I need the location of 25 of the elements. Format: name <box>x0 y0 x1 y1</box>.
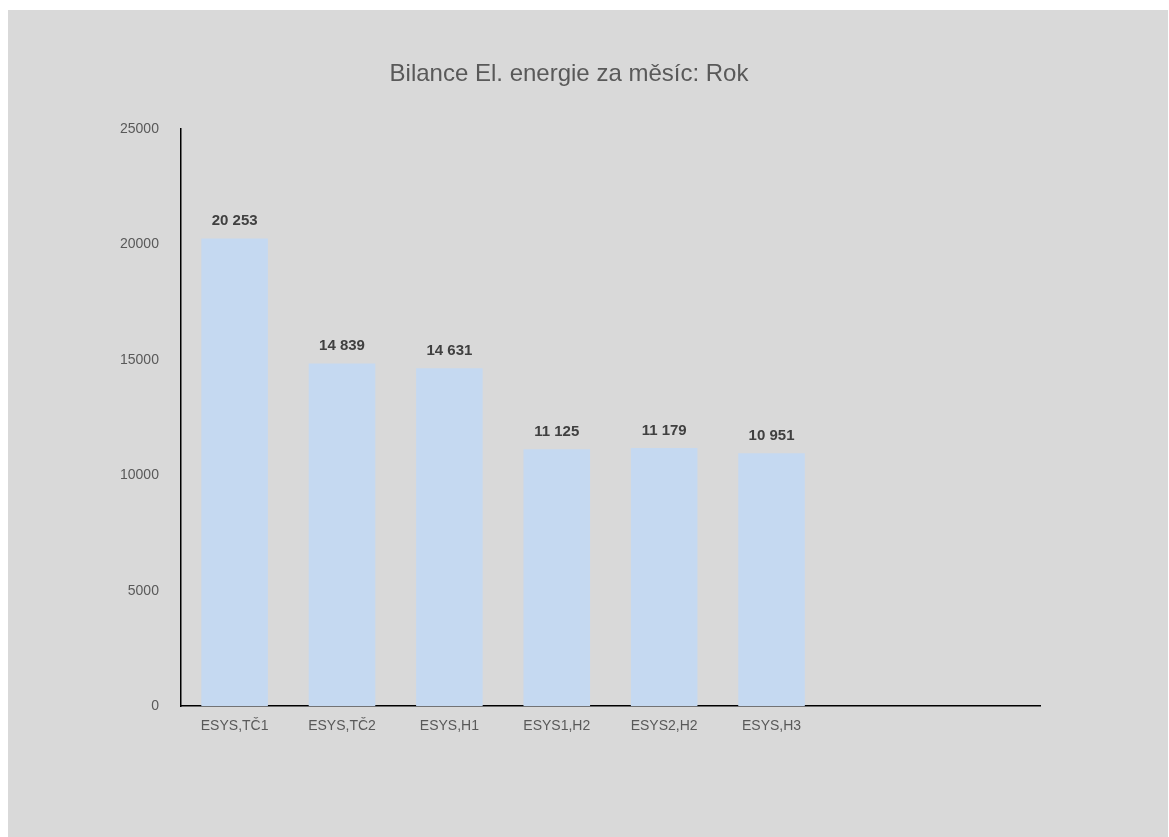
bar <box>523 449 591 707</box>
data-label: 11 125 <box>534 421 580 439</box>
y-tick-label: 20000 <box>119 235 160 252</box>
bar <box>630 448 698 707</box>
bar <box>201 238 268 707</box>
x-tick-label: ESYS1,H2 <box>523 717 591 734</box>
y-tick-label: 25000 <box>119 119 160 136</box>
data-label: 10 951 <box>748 425 795 443</box>
y-tick-label: 15000 <box>119 350 160 367</box>
bar <box>416 368 483 707</box>
x-tick-label: ESYS2,H2 <box>630 717 698 734</box>
bar <box>738 453 805 707</box>
data-label: 11 179 <box>641 420 687 438</box>
chart-title: Bilance El. energie za měsíc: Rok <box>389 59 750 87</box>
data-label: 14 839 <box>319 336 365 354</box>
x-tick-label: ESYS,H3 <box>741 717 802 734</box>
x-tick-label: ESYS,TČ2 <box>308 717 377 734</box>
bar <box>308 363 376 707</box>
data-label: 20 253 <box>211 211 258 229</box>
y-tick-label: 0 <box>151 697 160 714</box>
y-tick-label: 10000 <box>119 466 160 483</box>
x-tick-label: ESYS,H1 <box>419 717 480 734</box>
y-tick-label: 5000 <box>127 581 160 598</box>
x-tick-label: ESYS,TČ1 <box>200 717 269 734</box>
data-label: 14 631 <box>426 340 473 358</box>
